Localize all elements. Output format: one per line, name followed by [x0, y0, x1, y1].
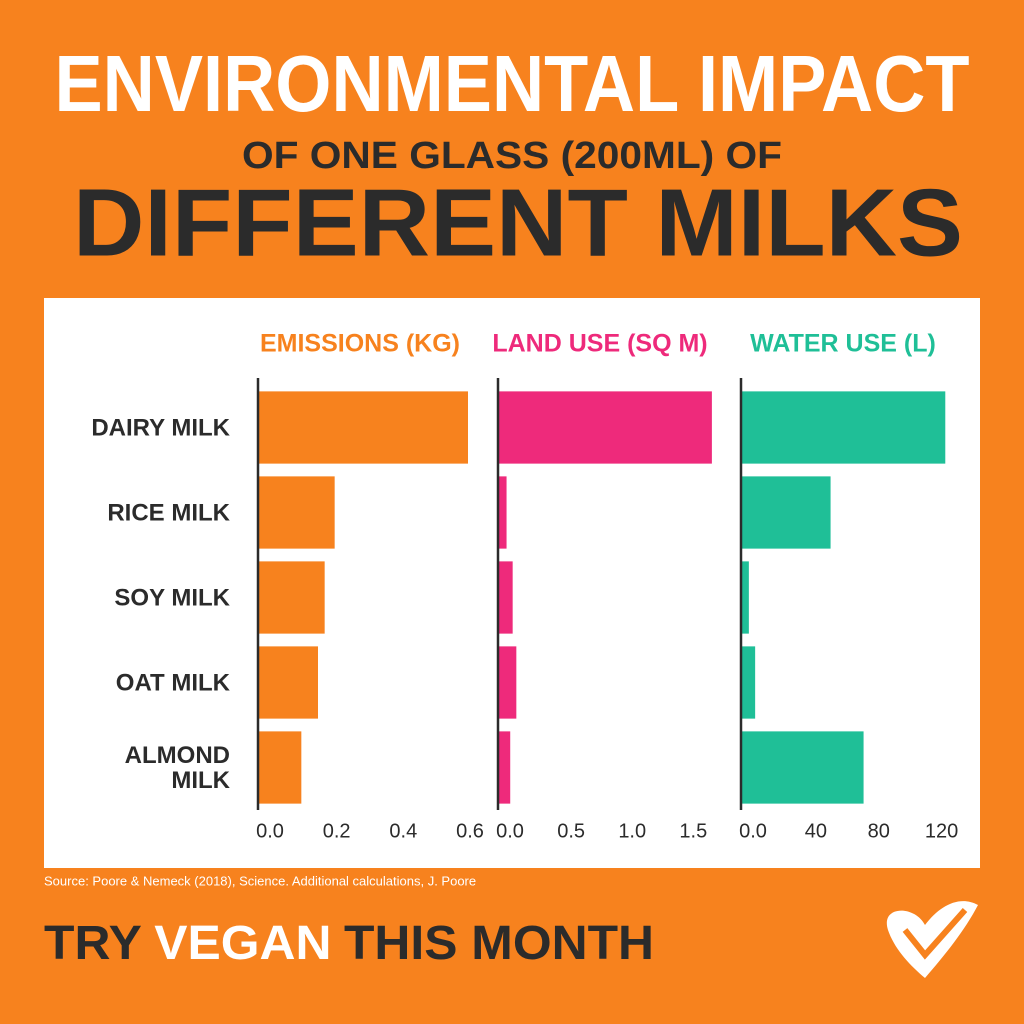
footer-word: TRY: [44, 917, 142, 970]
bar: [258, 561, 325, 634]
footer-word: VEGAN: [154, 917, 331, 970]
x-tick-label: 40: [805, 820, 827, 842]
y-tick-label: OAT MILK: [115, 669, 230, 696]
bar: [498, 646, 517, 719]
chart-title: ENVIRONMENTAL IMPACT: [55, 39, 970, 128]
y-tick-label: ALMOND MILK: [124, 741, 230, 794]
y-tick-label: DAIRY MILK: [91, 414, 230, 441]
bar: [741, 646, 756, 719]
legend-label: LAND USE (SQ M): [492, 330, 707, 358]
footer-word: THIS MONTH: [344, 917, 654, 970]
x-tick-label: 0.4: [389, 820, 417, 842]
bar: [258, 476, 335, 549]
x-tick-label: 0.5: [557, 820, 585, 842]
bar: [741, 476, 831, 549]
chart-subtitle: OF ONE GLASS (200ML) OF: [242, 135, 782, 177]
bar: [258, 391, 468, 464]
x-tick-label: 120: [925, 820, 958, 842]
y-tick-label: RICE MILK: [107, 499, 230, 526]
bar: [498, 476, 507, 549]
legend-label: WATER USE (L): [750, 330, 936, 358]
bar: [741, 731, 864, 804]
x-tick-label: 0.0: [256, 820, 284, 842]
legend-label: EMISSIONS (KG): [260, 330, 460, 358]
bar: [258, 731, 302, 804]
bar: [741, 561, 749, 634]
bar: [498, 391, 712, 464]
x-tick-label: 0.2: [323, 820, 351, 842]
bar: [498, 561, 513, 634]
bar: [498, 731, 511, 804]
x-tick-label: 0.0: [739, 820, 767, 842]
x-tick-label: 1.5: [679, 820, 707, 842]
footer-slogan: TRY VEGAN THIS MONTH: [44, 917, 654, 970]
x-tick-label: 1.0: [618, 820, 646, 842]
x-tick-label: 80: [868, 820, 890, 842]
x-tick-label: 0.6: [456, 820, 484, 842]
bar: [258, 646, 318, 719]
source-note: Source: Poore & Nemeck (2018), Science. …: [44, 873, 476, 888]
bar: [741, 391, 946, 464]
logo-check: [902, 908, 968, 960]
x-tick-label: 0.0: [496, 820, 524, 842]
chart-heading: DIFFERENT MILKS: [73, 169, 963, 276]
y-tick-label: SOY MILK: [114, 584, 230, 611]
